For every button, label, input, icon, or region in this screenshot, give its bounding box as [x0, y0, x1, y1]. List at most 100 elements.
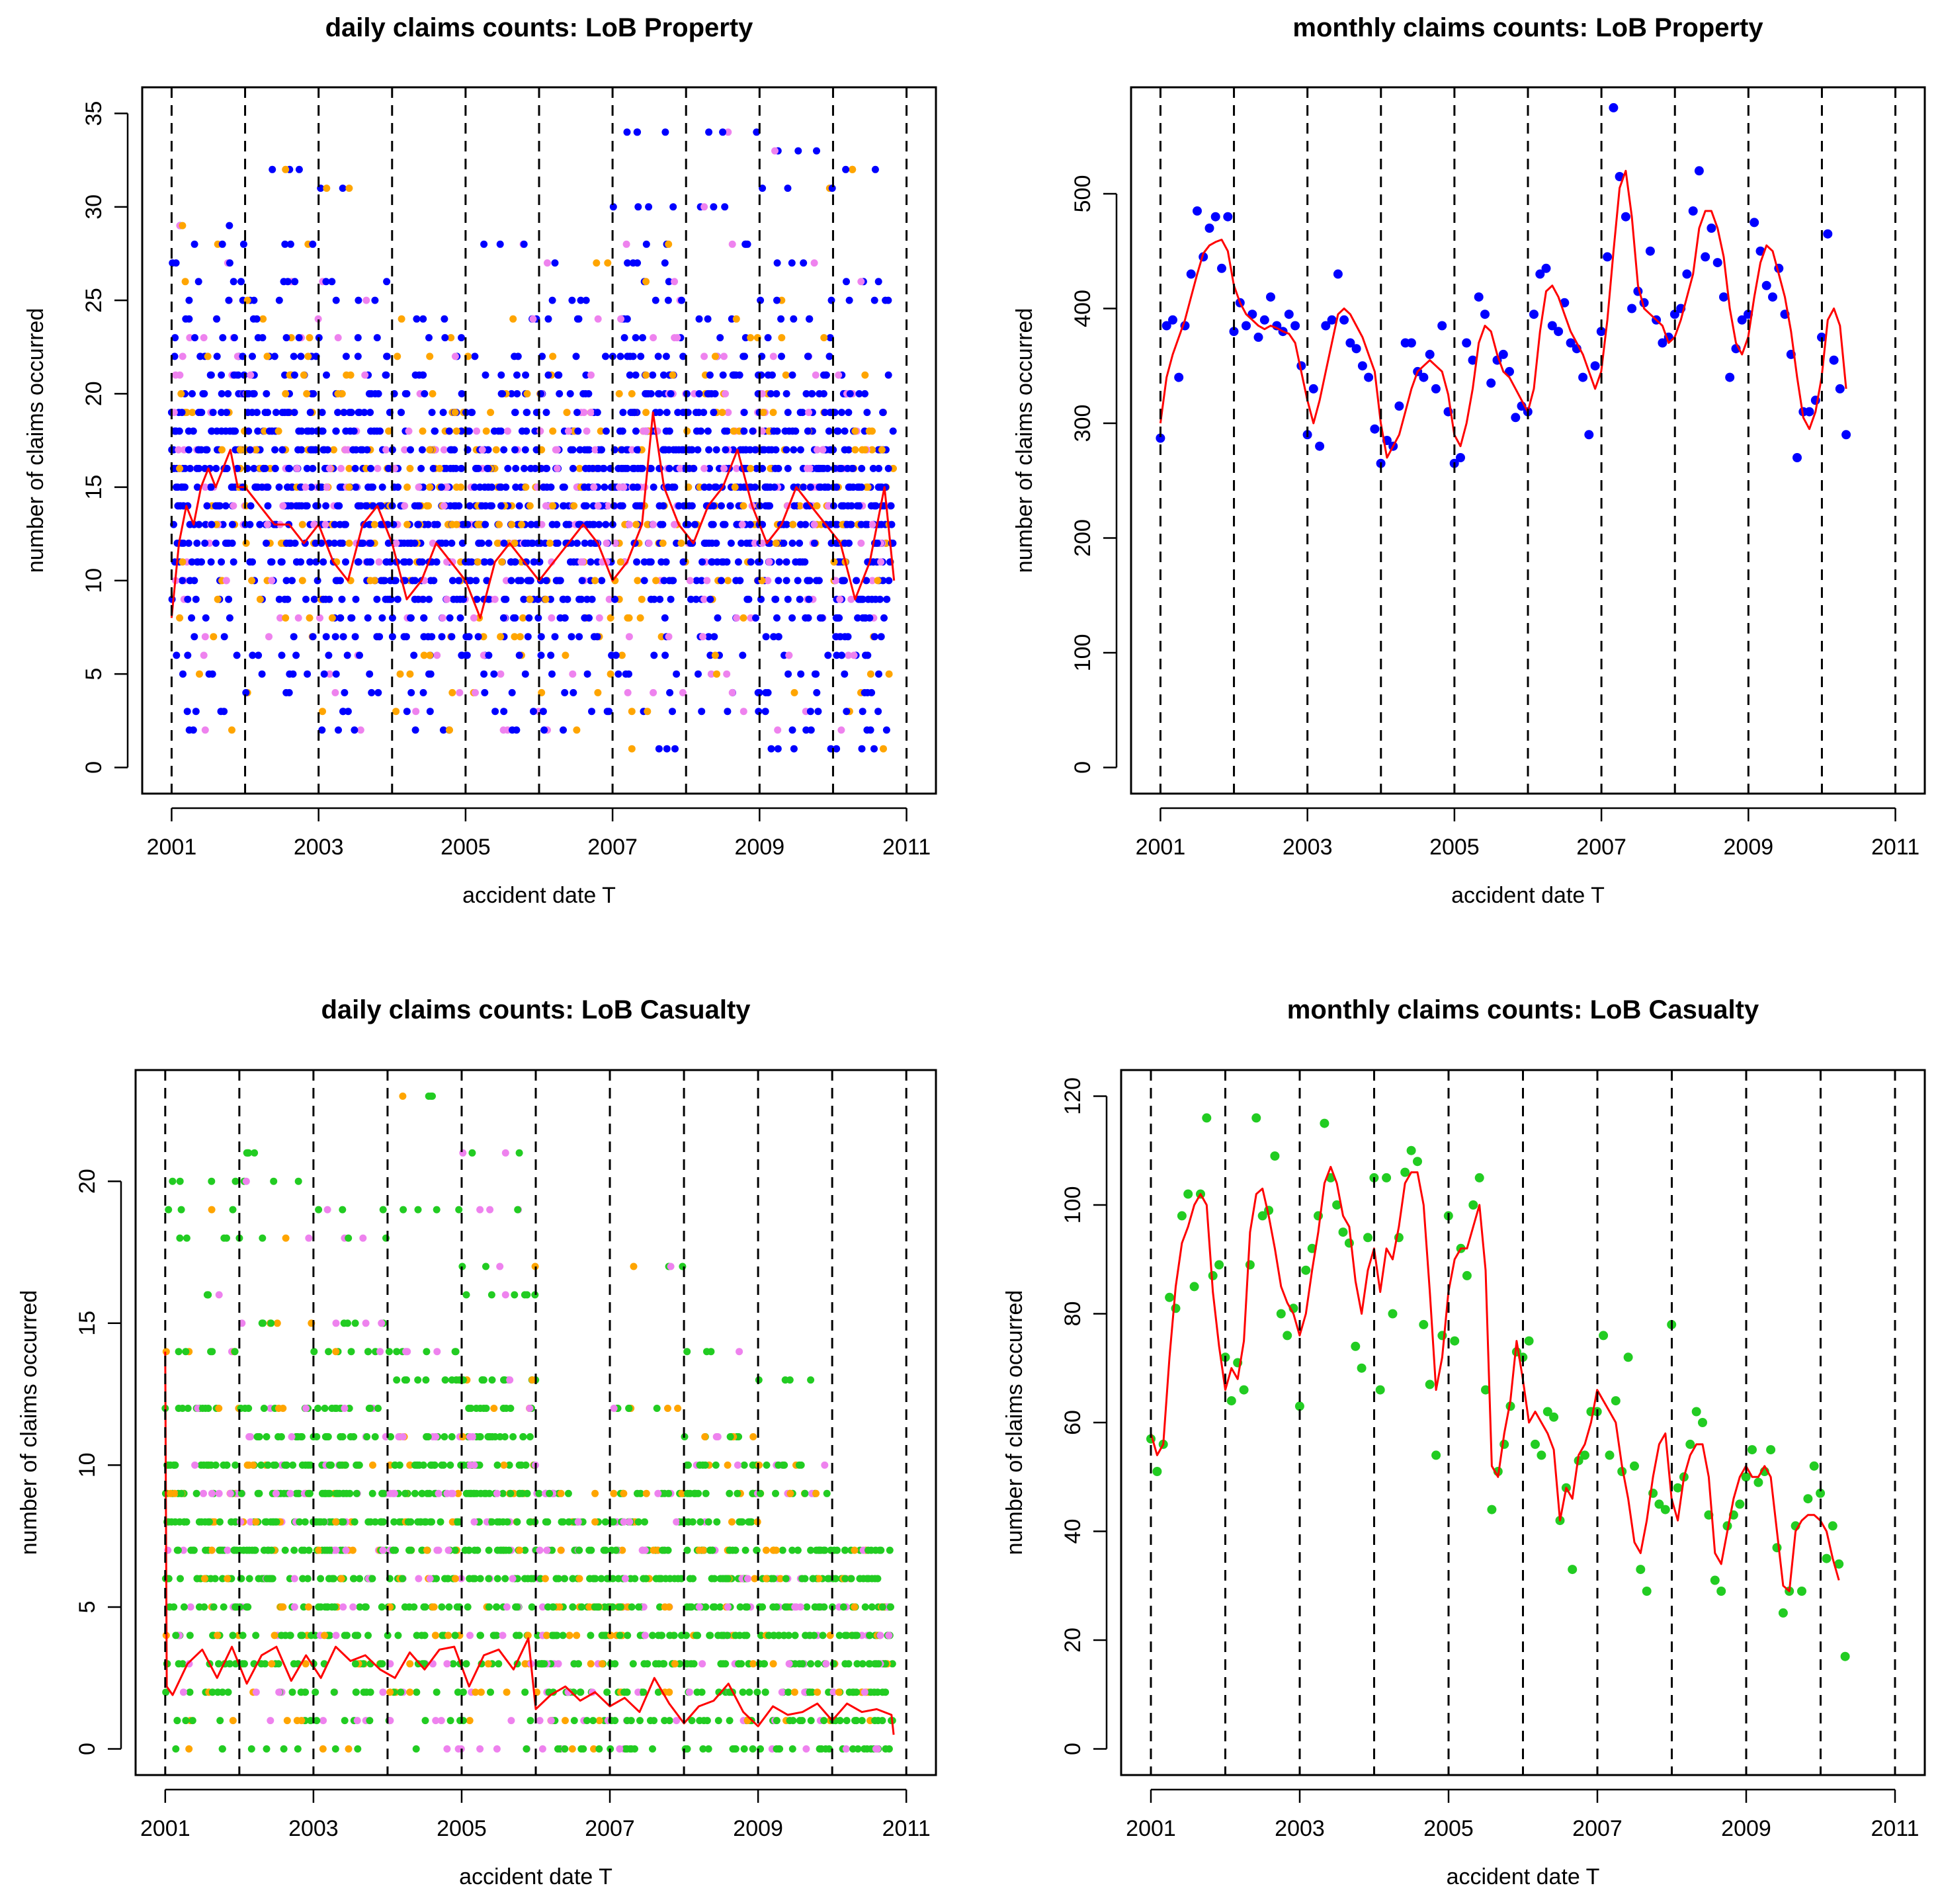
daily-point — [282, 334, 290, 342]
daily-point — [695, 670, 702, 678]
daily-point — [356, 1575, 364, 1583]
daily-point — [310, 595, 318, 603]
daily-point — [515, 1632, 523, 1639]
daily-point — [314, 577, 321, 585]
daily-point — [790, 446, 798, 454]
daily-point — [642, 240, 650, 248]
daily-point — [359, 1234, 367, 1242]
daily-point — [451, 1632, 459, 1639]
daily-point — [626, 1518, 634, 1526]
trend-line — [1159, 169, 1847, 459]
daily-point — [530, 558, 538, 566]
daily-point — [472, 688, 479, 696]
y-axis-label: number of claims occurred — [23, 308, 48, 573]
daily-point — [215, 1405, 223, 1412]
daily-point — [509, 315, 517, 323]
daily-point — [849, 1745, 857, 1753]
daily-point — [254, 1489, 262, 1497]
daily-point — [854, 614, 862, 622]
daily-point — [237, 1575, 245, 1583]
daily-point — [500, 539, 508, 547]
daily-point — [418, 1489, 426, 1497]
daily-point — [577, 1688, 585, 1696]
daily-point — [683, 1348, 691, 1356]
daily-point — [214, 1632, 222, 1639]
daily-point — [583, 595, 591, 603]
daily-point — [564, 1489, 572, 1497]
daily-point — [620, 1518, 628, 1526]
daily-point — [321, 1405, 329, 1412]
daily-point — [805, 409, 813, 417]
daily-point — [500, 708, 508, 716]
daily-point — [619, 409, 627, 417]
daily-point — [835, 1688, 843, 1696]
daily-point — [642, 390, 650, 397]
daily-point — [866, 614, 874, 622]
monthly-point — [1698, 1418, 1707, 1427]
monthly-point — [1710, 1575, 1720, 1585]
monthly-point — [1370, 424, 1380, 434]
daily-point — [728, 1518, 736, 1526]
daily-point — [548, 296, 556, 304]
panel-monthly-property: monthly claims counts: LoB Property acci… — [1012, 13, 1926, 908]
daily-point — [179, 222, 187, 229]
daily-point — [806, 708, 814, 716]
daily-point — [650, 1546, 657, 1554]
daily-point — [568, 633, 575, 641]
panel-monthly-casualty: monthly claims counts: LoB Casualty acci… — [1002, 995, 1926, 1889]
monthly-point — [1701, 252, 1710, 262]
daily-point — [322, 502, 330, 510]
daily-point — [186, 334, 194, 342]
daily-point — [690, 464, 697, 472]
daily-point — [200, 1489, 207, 1497]
daily-point — [848, 502, 855, 510]
daily-point — [788, 726, 796, 734]
daily-point — [454, 1688, 462, 1696]
daily-point — [784, 464, 792, 472]
daily-point — [708, 520, 716, 528]
daily-point — [716, 334, 724, 342]
daily-point — [786, 1717, 794, 1725]
daily-point — [695, 390, 703, 397]
daily-point — [384, 1632, 392, 1639]
daily-point — [622, 240, 630, 248]
daily-point — [832, 633, 840, 641]
daily-point — [218, 409, 226, 417]
daily-point — [801, 1489, 809, 1497]
daily-point — [474, 1546, 482, 1554]
daily-point — [399, 1093, 407, 1100]
daily-point — [295, 502, 303, 510]
daily-point — [882, 1688, 890, 1696]
daily-point — [516, 1489, 524, 1497]
daily-point — [546, 539, 554, 547]
daily-point — [261, 409, 269, 417]
daily-point — [797, 1461, 805, 1469]
daily-point — [263, 483, 271, 491]
daily-point — [568, 1745, 576, 1753]
daily-point — [678, 446, 686, 454]
daily-point — [518, 520, 525, 528]
daily-point — [441, 334, 449, 342]
monthly-point — [1351, 1341, 1361, 1351]
daily-point — [865, 1546, 872, 1554]
daily-point — [709, 1603, 717, 1611]
daily-point — [182, 315, 190, 323]
daily-point — [733, 464, 741, 472]
daily-point — [702, 1489, 710, 1497]
daily-point — [775, 1632, 782, 1639]
daily-point — [342, 352, 350, 360]
daily-point — [224, 1546, 232, 1554]
daily-point — [332, 1348, 340, 1356]
daily-point — [255, 1575, 263, 1583]
monthly-point — [1725, 372, 1735, 382]
daily-point — [678, 1489, 686, 1497]
monthly-point — [1338, 1227, 1348, 1237]
daily-point — [869, 464, 877, 472]
daily-point — [380, 1489, 388, 1497]
daily-point — [821, 409, 829, 417]
daily-point — [560, 483, 568, 491]
daily-point — [333, 1405, 341, 1412]
daily-point — [259, 315, 267, 323]
daily-point — [575, 633, 583, 641]
daily-point — [406, 1660, 414, 1668]
